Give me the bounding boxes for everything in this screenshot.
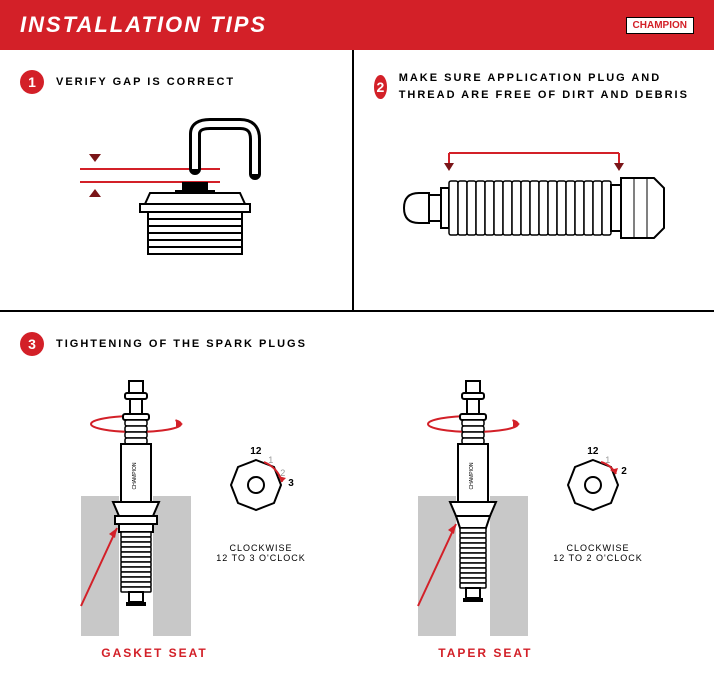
taper-seat-label: TAPER SEAT <box>438 646 642 660</box>
dial-1-mark: 1 <box>268 455 273 465</box>
gap-diagram <box>20 114 320 284</box>
step-1-number: 1 <box>20 70 44 94</box>
step-2-header: 2 MAKE SURE APPLICATION PLUG AND THREAD … <box>374 70 694 103</box>
taper-dial-icon <box>553 450 633 530</box>
taper-plug-diagram: CHAMPION <box>408 376 538 636</box>
brand-logo: CHAMPION <box>626 17 694 34</box>
svg-text:CHAMPION: CHAMPION <box>132 462 138 489</box>
header-bar: INSTALLATION TIPS CHAMPION <box>0 0 714 50</box>
step-3-panel: 3 TIGHTENING OF THE SPARK PLUGS <box>0 312 714 680</box>
dial-2-label: 2 <box>621 466 627 477</box>
gasket-seat-group: CHAMPION <box>71 376 305 660</box>
step-3-header: 3 TIGHTENING OF THE SPARK PLUGS <box>20 332 694 356</box>
spark-plugs-row: CHAMPION <box>20 376 694 660</box>
step-3-text: TIGHTENING OF THE SPARK PLUGS <box>56 336 307 353</box>
step-2-number: 2 <box>374 75 387 99</box>
step-1-panel: 1 VERIFY GAP IS CORRECT <box>0 50 354 310</box>
top-panels: 1 VERIFY GAP IS CORRECT <box>0 50 714 310</box>
step-3-number: 3 <box>20 332 44 356</box>
step-1-header: 1 VERIFY GAP IS CORRECT <box>20 70 332 94</box>
gasket-dial-group: 12 1 2 3 CLOCKWISE 12 TO 3 O'CLOCK <box>216 450 305 563</box>
dial-3-label: 3 <box>288 478 294 489</box>
dial-1-mark: 1 <box>605 455 610 465</box>
taper-seat-group: CHAMPION <box>408 376 642 660</box>
gasket-plug-diagram: CHAMPION <box>71 376 201 636</box>
taper-dial-group: 12 1 2 CLOCKWISE 12 TO 2 O'CLOCK <box>553 450 642 563</box>
step-1-text: VERIFY GAP IS CORRECT <box>56 74 235 91</box>
svg-text:CHAMPION: CHAMPION <box>469 462 475 489</box>
thread-diagram <box>374 123 694 273</box>
taper-rotation-text: CLOCKWISE 12 TO 2 O'CLOCK <box>553 543 642 563</box>
gasket-rotation-text: CLOCKWISE 12 TO 3 O'CLOCK <box>216 543 305 563</box>
gasket-seat-label: GASKET SEAT <box>101 646 305 660</box>
step-2-text: MAKE SURE APPLICATION PLUG AND THREAD AR… <box>399 70 694 103</box>
page-title: INSTALLATION TIPS <box>20 12 267 38</box>
step-2-panel: 2 MAKE SURE APPLICATION PLUG AND THREAD … <box>354 50 714 310</box>
dial-12-label: 12 <box>250 446 261 457</box>
dial-12-label: 12 <box>587 446 598 457</box>
dial-2-mark: 2 <box>280 468 285 478</box>
gasket-dial-icon <box>216 450 296 530</box>
